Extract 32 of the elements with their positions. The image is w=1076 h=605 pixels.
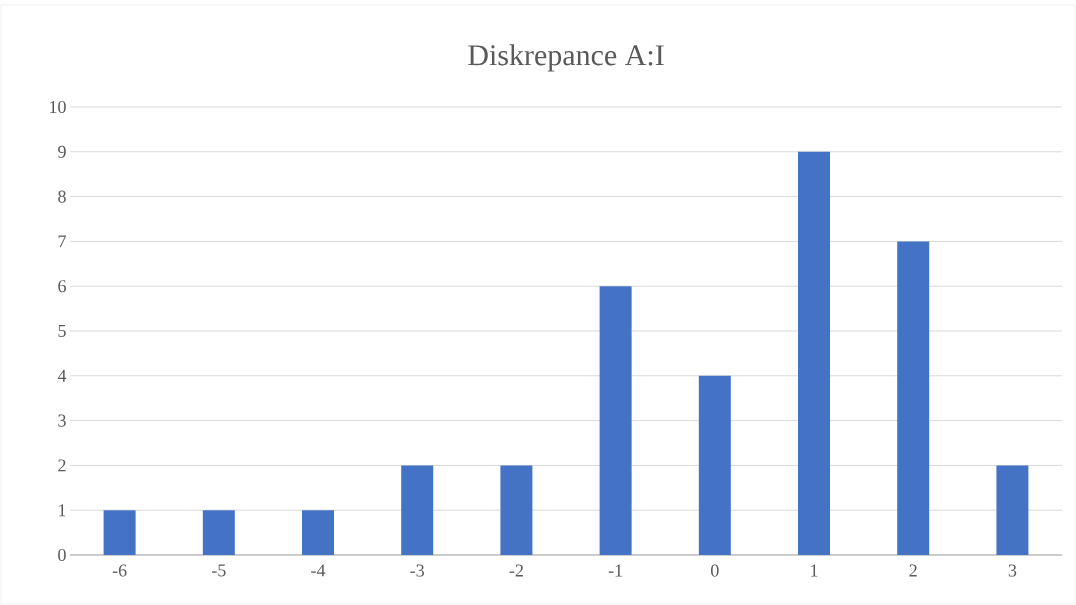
- bar: [599, 286, 632, 555]
- y-tick-label: 7: [58, 235, 66, 248]
- bar: [302, 510, 335, 555]
- y-tick-label: 1: [59, 504, 66, 517]
- y-tick-label: 9: [58, 145, 66, 158]
- bar: [897, 241, 930, 555]
- y-tick-label: 8: [58, 190, 66, 203]
- x-tick-label: -5: [211, 564, 226, 577]
- y-tick-label: 4: [57, 369, 67, 382]
- bar: [698, 375, 731, 555]
- y-tick-label: 5: [58, 325, 66, 337]
- bar: [996, 465, 1029, 555]
- x-tick-label: -1: [608, 564, 623, 577]
- bar: [401, 465, 434, 555]
- y-tick-label: 0: [58, 548, 66, 562]
- x-tick-label: -6: [112, 564, 127, 577]
- x-tick-label: 2: [909, 564, 917, 577]
- x-tick-label: 0: [711, 564, 719, 577]
- y-tick-label: 3: [58, 414, 66, 427]
- y-tick-label: 2: [58, 459, 66, 472]
- chart-title: Diskrepance A:I: [468, 44, 664, 72]
- y-tick-label: 10: [50, 100, 66, 114]
- x-tick-label: 3: [1008, 564, 1017, 577]
- bar: [798, 151, 831, 555]
- bar: [500, 465, 533, 555]
- bar: [202, 510, 235, 555]
- x-tick-label: -3: [410, 564, 425, 577]
- x-tick-label: -4: [311, 564, 326, 577]
- y-tick-label: 6: [58, 280, 66, 293]
- bar: [103, 510, 136, 555]
- x-tick-label: -2: [509, 564, 523, 577]
- x-tick-label: 1: [811, 564, 818, 577]
